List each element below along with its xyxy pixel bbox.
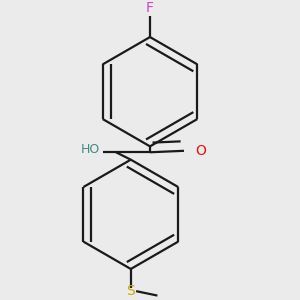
Text: HO: HO [80, 143, 100, 156]
Text: S: S [126, 284, 135, 298]
Text: F: F [146, 1, 154, 15]
Text: O: O [195, 144, 206, 158]
